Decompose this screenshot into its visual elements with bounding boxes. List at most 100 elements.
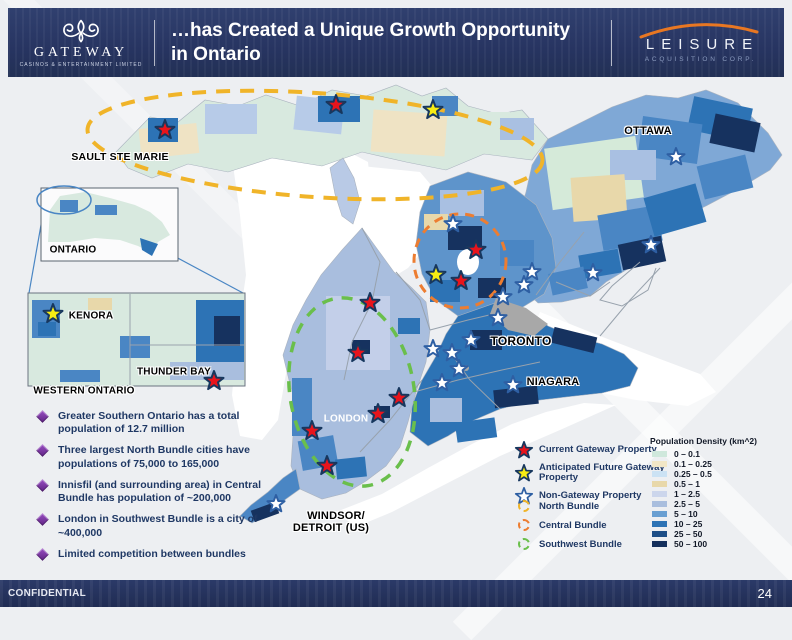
bullet-text: Greater Southern Ontario has a total pop… — [58, 410, 240, 436]
current-gateway-property-star-icon — [316, 455, 338, 476]
density-bin-label: 0.1 – 0.25 — [674, 459, 712, 469]
footer-bar: CONFIDENTIAL 24 — [0, 580, 792, 607]
page-title-line1: …has Created a Unique Growth Opportunity — [171, 20, 571, 42]
density-swatch — [652, 470, 667, 478]
current-gateway-property-star-icon — [359, 292, 381, 313]
diamond-bullet-icon — [36, 444, 49, 458]
density-bin-row: 0.5 – 1 — [650, 479, 757, 489]
diamond-bullet-icon — [36, 479, 49, 492]
current-gateway-property-star-icon — [347, 342, 369, 363]
bullet-item: Limited competition between bundles — [36, 548, 288, 561]
bundle-ellipses — [85, 88, 545, 488]
density-bin-label: 0 – 0.1 — [674, 449, 700, 459]
property-markers — [42, 94, 686, 513]
legend-bundle-row: Central Bundle — [518, 519, 622, 531]
slide-header: GATEWAY CASINOS & ENTERTAINMENT LIMITED … — [8, 8, 784, 77]
non-gateway-property-star-icon — [514, 486, 534, 504]
map-label-ottawa: OTTAWA — [624, 125, 672, 137]
non-gateway-property-star-icon — [522, 262, 542, 281]
bullet-text: London in Southwest Bundle is a city of … — [58, 513, 258, 539]
density-bin-label: 0.25 – 0.5 — [674, 469, 712, 479]
leisure-logo: LEISURE ACQUISITION CORP. — [624, 22, 774, 63]
non-gateway-property-star-icon — [583, 263, 603, 282]
density-swatch — [652, 450, 667, 458]
map-label-thunder-bay: THUNDER BAY — [136, 366, 212, 378]
non-gateway-property-star-icon — [442, 343, 462, 362]
bullet-item: Three largest North Bundle cities have p… — [36, 444, 288, 470]
bullet-text: Three largest North Bundle cities have p… — [58, 444, 250, 470]
non-gateway-property-star-icon — [266, 494, 286, 513]
density-bin-label: 5 – 10 — [674, 509, 698, 519]
page-number: 24 — [757, 586, 772, 601]
non-gateway-property-star-icon — [443, 214, 463, 233]
legend-bundle-row: North Bundle — [518, 500, 622, 512]
map-label-london: LONDON — [323, 413, 369, 425]
current-gateway-property-star-icon — [301, 420, 323, 441]
southwest-bundle-circle-icon — [518, 538, 530, 550]
western-ontario-callout-circle — [36, 185, 92, 215]
bullet-list: Greater Southern Ontario has a total pop… — [36, 410, 288, 569]
map-label-ontario: ONTARIO — [49, 244, 97, 256]
current-gateway-property-star-icon — [367, 403, 389, 424]
legend-bundle-row: Southwest Bundle — [518, 538, 622, 550]
density-bin-row: 50 – 100 — [650, 539, 757, 549]
bullet-text: Innisfil (and surrounding area) in Centr… — [58, 478, 262, 505]
page-title-line2: in Ontario — [171, 43, 261, 65]
gateway-logo-name: GATEWAY — [33, 45, 129, 60]
density-bin-label: 25 – 50 — [674, 529, 703, 539]
legend-property-label: Non-Gateway Property — [539, 489, 642, 501]
non-gateway-property-star-icon — [514, 275, 534, 294]
density-swatch — [652, 530, 667, 538]
map-label-detroit-us: DETROIT (US) — [292, 522, 370, 534]
density-patches — [138, 95, 761, 523]
density-swatch — [652, 510, 667, 518]
gateway-logo: GATEWAY CASINOS & ENTERTAINMENT LIMITED — [8, 17, 154, 68]
density-bin-label: 1 – 2.5 — [674, 489, 700, 499]
anticipated-future-gateway-property-star-icon — [514, 463, 534, 482]
legend-bundle-label: Southwest Bundle — [539, 538, 622, 550]
density-bin-label: 10 – 25 — [674, 519, 703, 529]
density-bin-label: 2.5 – 5 — [674, 499, 700, 509]
diamond-bullet-icon — [36, 547, 49, 561]
ontario-population-density-map — [27, 84, 783, 527]
current-gateway-property-star-icon — [203, 370, 225, 391]
leisure-arc-icon — [639, 22, 759, 38]
non-gateway-property-star-icon — [488, 308, 508, 327]
density-bin-row: 0.25 – 0.5 — [650, 469, 757, 479]
density-bin-label: 50 – 100 — [674, 539, 708, 549]
central-bundle-circle-icon — [518, 519, 530, 531]
density-swatch — [652, 500, 667, 508]
non-gateway-property-star-icon — [432, 373, 452, 392]
western-ontario-inset-box — [27, 292, 246, 387]
bullet-item: Greater Southern Ontario has a total pop… — [36, 410, 288, 436]
density-swatch — [652, 460, 667, 468]
current-gateway-property-star-icon — [465, 239, 487, 260]
north-bundle-circle-icon — [518, 500, 530, 512]
legend-property-label: Anticipated Future Gateway Property — [539, 462, 665, 484]
map-label-kenora: KENORA — [68, 310, 114, 322]
density-legend: Population Density (km^2) 0 – 0.1 0.1 – 0… — [650, 436, 757, 549]
current-gateway-property-star-icon — [388, 387, 410, 408]
anticipated-future-gateway-property-star-icon — [425, 264, 447, 285]
non-gateway-property-star-icon — [641, 235, 661, 254]
density-bin-row: 25 – 50 — [650, 529, 757, 539]
map-label-windsor: WINDSOR/ — [307, 510, 365, 522]
page-title: …has Created a Unique Growth Opportunity… — [155, 19, 611, 65]
density-legend-title: Population Density (km^2) — [650, 436, 757, 446]
non-gateway-property-star-icon — [503, 375, 523, 394]
anticipated-future-gateway-property-star-icon — [422, 99, 444, 120]
anticipated-future-gateway-property-star-icon — [42, 303, 64, 324]
map-label-toronto: TORONTO — [490, 334, 552, 348]
bullet-text: Limited competition between bundles — [58, 547, 246, 560]
diamond-bullet-icon — [36, 513, 49, 527]
density-bin-row: 0 – 0.1 — [650, 449, 757, 459]
leisure-logo-name: LEISURE — [645, 35, 760, 53]
bullet-item: Innisfil (and surrounding area) in Centr… — [36, 479, 288, 505]
north-bundle-ellipse — [85, 88, 545, 202]
bullet-item: London in Southwest Bundle is a city of … — [36, 513, 288, 539]
density-bin-row: 1 – 2.5 — [650, 489, 757, 499]
density-swatch — [652, 520, 667, 528]
non-gateway-property-star-icon — [449, 359, 469, 378]
non-gateway-property-star-icon — [461, 330, 481, 349]
legend-bundle-label: Central Bundle — [539, 519, 607, 531]
